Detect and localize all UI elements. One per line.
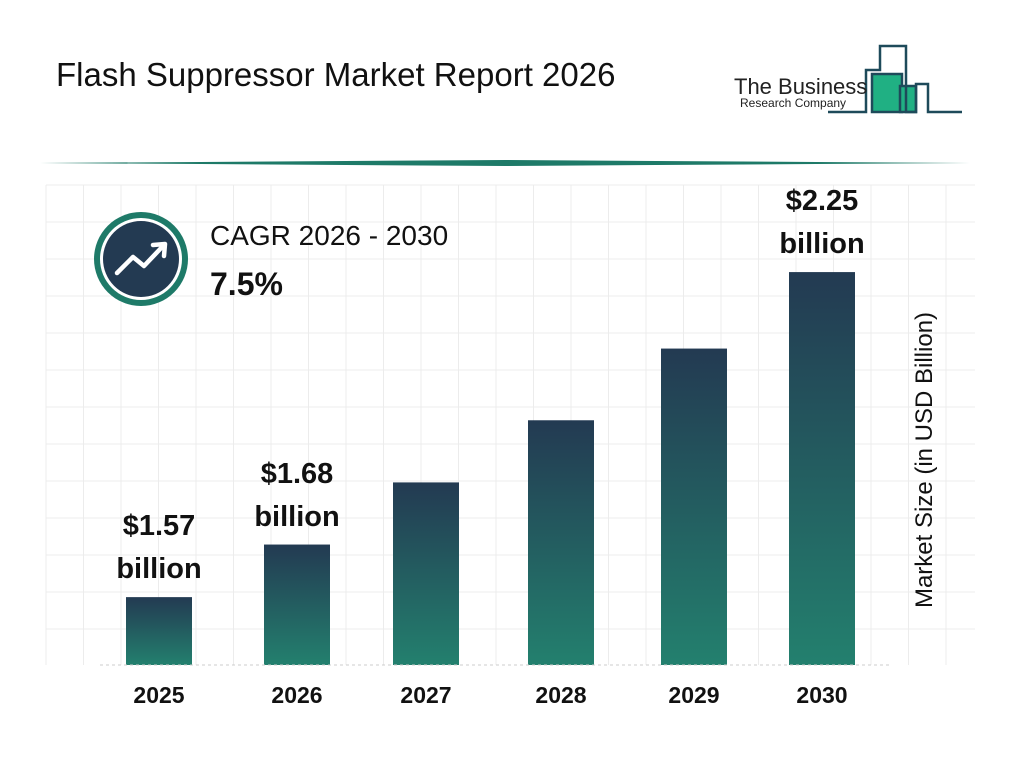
data-label: $1.57 billion [116, 505, 201, 591]
x-tick-label: 2027 [400, 682, 452, 708]
company-logo: The Business Research Company [730, 44, 965, 116]
bar-2026 [264, 544, 330, 665]
cagr-label: CAGR 2026 - 2030 [210, 220, 449, 251]
cagr-value: 7.5% [210, 266, 283, 302]
bar-2029 [661, 348, 727, 665]
data-label-line1: $1.57 [122, 510, 196, 543]
logo-text-line2: Research Company [740, 96, 847, 110]
logo-text-line1: The Business [734, 74, 868, 99]
data-label: $2.25 billion [779, 180, 864, 266]
bar-2025 [126, 597, 192, 665]
x-tick-label: 2030 [796, 682, 848, 708]
data-label-line1: $1.68 [260, 457, 334, 490]
x-tick-label: 2026 [271, 682, 323, 708]
data-label: $1.68 billion [254, 453, 339, 539]
data-label-line1: $2.25 [785, 185, 859, 218]
cagr-badge-icon [94, 212, 188, 306]
header-divider [40, 160, 970, 166]
data-label-line2: billion [254, 500, 340, 533]
x-tick-label: 2028 [535, 682, 587, 708]
logo-buildings-icon [828, 44, 962, 114]
page-title: Flash Suppressor Market Report 2026 [56, 56, 616, 93]
bar-2028 [528, 420, 594, 665]
x-tick-label: 2025 [133, 682, 185, 708]
bar-2030 [789, 272, 855, 665]
data-label-line2: billion [116, 553, 202, 586]
x-tick-label: 2029 [668, 682, 720, 708]
bar-2027 [393, 482, 459, 665]
data-label-line2: billion [779, 228, 865, 261]
y-axis-label: Market Size (in USD Billion) [911, 311, 938, 609]
